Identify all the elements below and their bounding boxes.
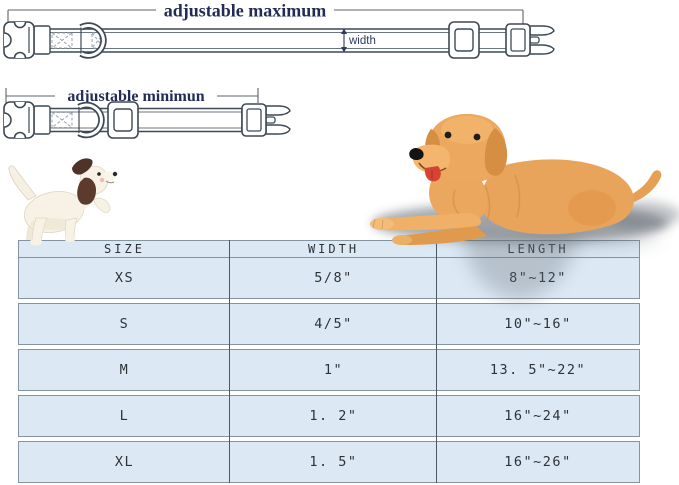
male-buckle-minimum [241,103,291,137]
size-value: L [119,408,130,424]
table-row-xs: XS 5/8" 8"~12" [18,257,640,299]
puppy-nose [112,171,118,177]
dog-paw [370,218,394,230]
puppy-tail [8,165,37,201]
dog-chest [429,165,488,224]
collar-diagrams: adjustable maximum width [0,1,555,160]
table-column-divider [436,240,437,483]
puppy-rear-leg-far [26,214,40,240]
size-value: XS [114,270,135,286]
table-column-divider [229,240,230,483]
diagram-title-maximum: adjustable maximum [164,1,327,21]
dimension-line-minimum [5,88,259,103]
dog-fur-shading [452,174,521,222]
width-value: 1. 5" [309,454,358,470]
length-value: 16"~24" [504,408,572,424]
stitch-box [51,112,73,128]
table-row-l: L 1. 2" 16"~24" [18,395,640,437]
puppy-front-leg [64,217,78,241]
width-value: 1. 2" [309,408,358,424]
table-row-m: M 1" 13. 5"~22" [18,349,640,391]
male-buckle-maximum [505,23,555,57]
puppy [8,158,118,246]
table-header-row: SIZE WIDTH LENGTH [18,240,640,258]
dog-haunch [568,190,616,226]
collar-strap-minimum [43,107,243,133]
slider-minimum [107,101,139,139]
width-label: width [348,35,376,47]
dog-mouth [418,162,447,173]
size-value: XL [114,454,135,470]
puppy-mouth [105,180,115,184]
table-row-s: S 4/5" 10"~16" [18,303,640,345]
length-value: 8"~12" [509,270,567,286]
length-value: 16"~26" [504,454,572,470]
puppy-ear-top [72,158,93,175]
female-buckle-maximum [0,17,34,64]
puppy-head [79,165,109,195]
length-value: 10"~16" [504,316,572,332]
puppy-belly-shade [30,218,74,230]
puppy-muzzle [104,171,116,181]
female-buckle-minimum [0,97,34,144]
header-length: LENGTH [507,242,569,256]
puppy-cheek [99,177,105,183]
length-value: 13. 5"~22" [489,362,587,378]
dog-toes [372,218,384,230]
collar-strap-maximum [43,28,513,53]
width-value: 4/5" [314,316,353,332]
dimension-line-maximum [7,9,524,24]
slider-maximum [448,21,480,59]
puppy-body [23,191,85,233]
dog-body [480,159,634,235]
size-table: SIZE WIDTH LENGTH XS 5/8" 8"~12" S 4/5" … [18,240,640,483]
strap-fold [33,25,51,55]
collar-maximum-diagram: adjustable maximum width [0,1,555,64]
size-value: S [119,316,130,332]
table-row-xl: XL 1. 5" 16"~26" [18,441,640,483]
dog-front-leg [371,213,482,231]
puppy-illustration [8,158,118,246]
header-size: SIZE [104,242,145,256]
puppy-raised-paw [93,197,111,213]
collar-minimum-diagram: adjustable minimun [0,88,291,144]
strap-fold [33,105,51,135]
puppy-ear-side [77,177,96,205]
diagram-title-minimum: adjustable minimun [67,88,204,105]
dog-tail [613,170,662,207]
header-width: WIDTH [307,242,360,256]
width-value: 5/8" [314,270,353,286]
puppy-eye [97,172,101,176]
width-value: 1" [323,362,344,378]
width-annotation: width [341,28,376,53]
dog-tongue [424,166,441,182]
puppy-neck [72,186,98,212]
size-value: M [119,362,130,378]
